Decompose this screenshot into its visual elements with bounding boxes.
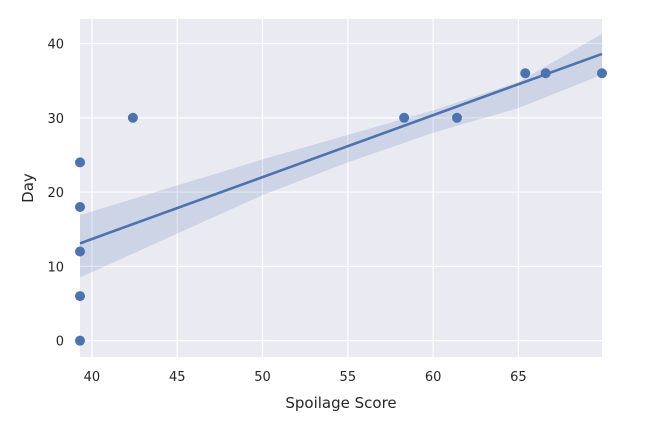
grid-lines — [80, 19, 602, 357]
data-points — [75, 68, 607, 346]
x-tick-label: 55 — [340, 370, 357, 385]
x-axis-ticks: 40 45 50 55 60 65 — [84, 370, 527, 385]
x-tick-label: 60 — [425, 370, 442, 385]
confidence-band — [80, 33, 602, 278]
x-axis-title: Spoilage Score — [285, 394, 396, 412]
confidence-band-layer — [80, 33, 602, 278]
data-point — [520, 68, 531, 79]
y-tick-label: 0 — [56, 335, 64, 350]
data-point — [399, 112, 410, 123]
regression-line — [79, 52, 603, 245]
y-tick-label: 20 — [47, 186, 64, 201]
x-tick-label: 50 — [254, 370, 271, 385]
plot-background — [80, 19, 602, 357]
y-tick-label: 10 — [47, 260, 64, 275]
data-point — [452, 112, 462, 123]
y-tick-label: 40 — [47, 38, 64, 53]
data-point — [75, 246, 85, 257]
x-tick-label: 40 — [84, 370, 101, 385]
data-point — [75, 335, 85, 346]
regression-line-layer — [79, 52, 603, 245]
data-point — [75, 157, 85, 168]
data-point — [540, 68, 551, 79]
x-tick-label: 45 — [169, 370, 186, 385]
data-point — [75, 201, 85, 212]
x-tick-label: 65 — [510, 370, 527, 385]
data-point — [127, 112, 138, 123]
y-axis-ticks: 0 10 20 30 40 — [47, 38, 64, 350]
y-axis-title: Day — [19, 173, 37, 203]
data-point — [75, 291, 85, 302]
data-point — [597, 68, 607, 79]
y-tick-label: 30 — [47, 112, 64, 127]
